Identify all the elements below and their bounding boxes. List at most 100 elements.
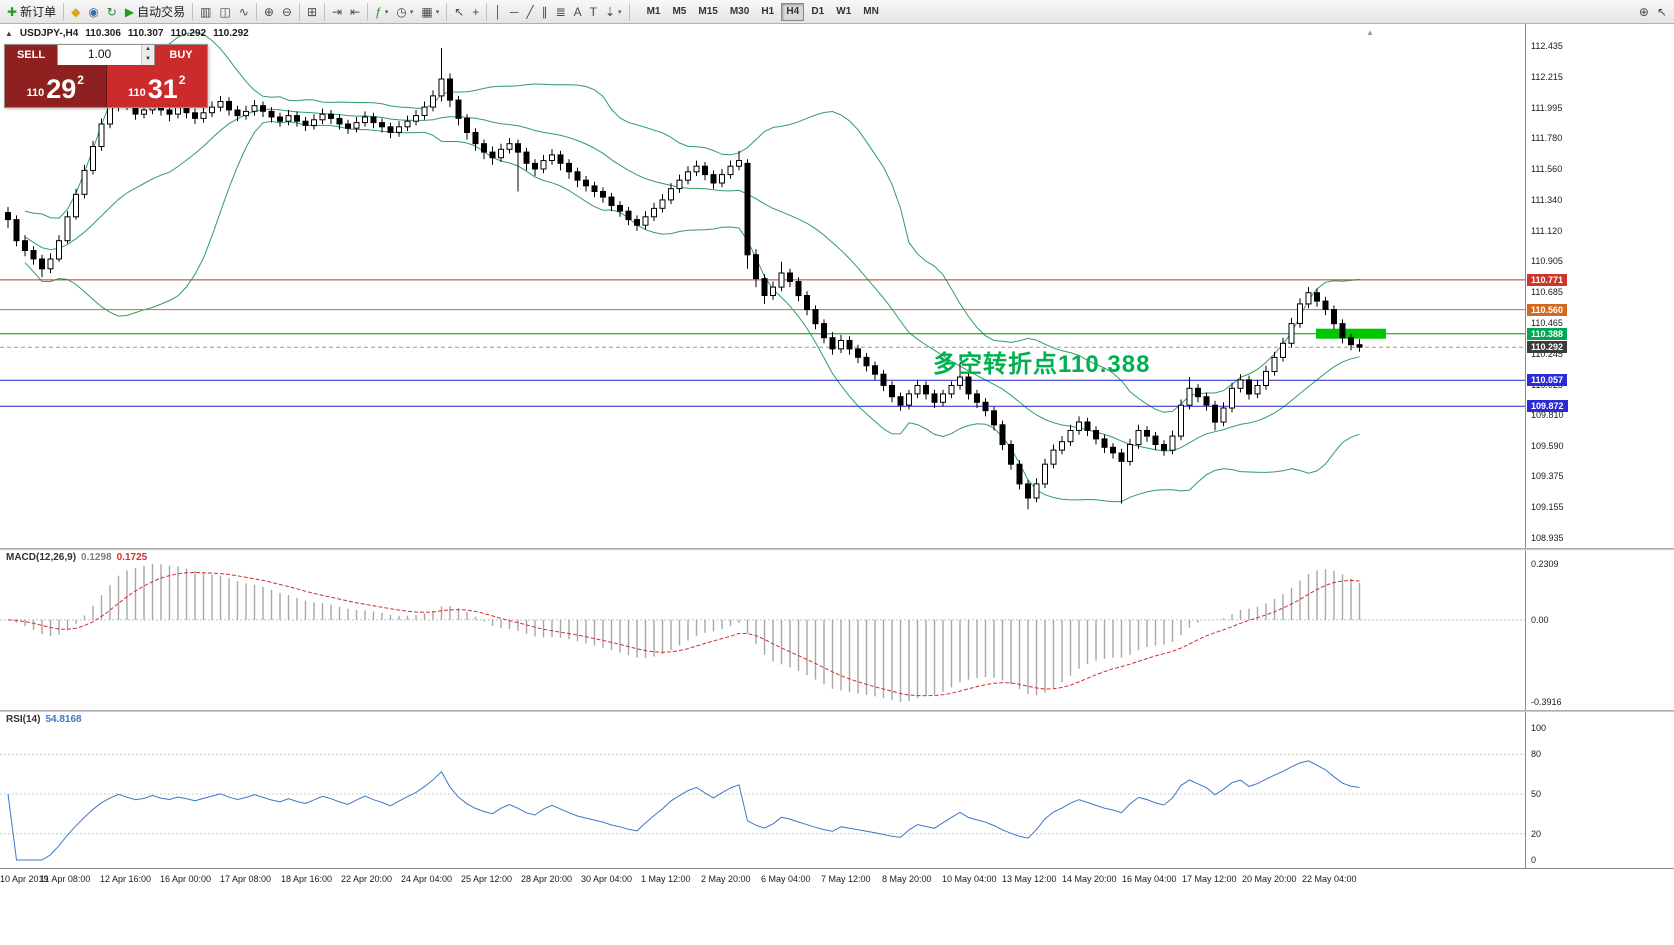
- price-tag-109.872: 109.872: [1527, 400, 1568, 412]
- timeframe-m30-button[interactable]: M30: [725, 3, 754, 21]
- one-click-controls: SELL 1.00 ▲ ▼ BUY: [5, 45, 207, 65]
- horizontal-line-button[interactable]: ─: [506, 2, 523, 22]
- dropdown-caret-icon: ▾: [409, 8, 414, 16]
- main-chart-canvas[interactable]: [0, 24, 1525, 548]
- auto-scroll-icon: ⇥: [332, 4, 343, 19]
- price-axis-tick: 109.590: [1531, 441, 1564, 451]
- price-axis[interactable]: 112.435 112.215 111.995 111.780 111.560 111.3…: [1526, 24, 1674, 868]
- price-tag-110.560: 110.560: [1527, 304, 1568, 316]
- price-axis-tick: 110.685: [1531, 287, 1563, 297]
- time-axis-label: 7 May 12:00: [821, 874, 871, 884]
- rsi-axis-label: 80: [1531, 749, 1542, 759]
- text-label-icon: T: [589, 4, 597, 19]
- time-axis-label: 22 Apr 20:00: [341, 874, 393, 884]
- price-axis-separator: [1525, 24, 1526, 868]
- buy-button[interactable]: BUY: [155, 45, 207, 65]
- zoom-out-button[interactable]: ⊖: [278, 2, 296, 22]
- volume-down-button[interactable]: ▼: [142, 55, 154, 65]
- autotrading-button[interactable]: ▶ 自动交易: [121, 2, 189, 22]
- time-axis-label: 13 May 12:00: [1002, 874, 1057, 884]
- macd-value-main: 0.1298: [81, 552, 112, 563]
- favorites-button[interactable]: ◆: [67, 2, 84, 22]
- auto-scroll-button[interactable]: ⇥: [328, 2, 346, 22]
- time-axis-label: 28 Apr 20:00: [521, 874, 573, 884]
- arrows-button[interactable]: ⇣ ▾: [601, 2, 626, 22]
- search-zoom-button[interactable]: ⊕: [1635, 2, 1653, 22]
- buy-price-display[interactable]: 110 31 2: [106, 65, 207, 107]
- candlestick-chart-icon: ◫: [219, 4, 231, 19]
- time-axis-label: 14 May 20:00: [1062, 874, 1117, 884]
- panel-divider-rsi[interactable]: [0, 710, 1674, 712]
- bar-chart-button[interactable]: ▥: [196, 2, 215, 22]
- macd-name: MACD(12,26,9): [6, 552, 77, 563]
- panel-divider-macd[interactable]: [0, 548, 1674, 550]
- time-axis-label: 20 May 20:00: [1242, 874, 1297, 884]
- sell-price-display[interactable]: 110 29 2: [5, 65, 107, 107]
- timeframe-mn-button[interactable]: MN: [858, 3, 884, 21]
- volume-input[interactable]: 1.00: [87, 47, 112, 61]
- fibonacci-button[interactable]: ≣: [552, 2, 570, 22]
- price-axis-tick: 111.120: [1531, 226, 1563, 236]
- buy-price-big: 31: [147, 74, 178, 104]
- indicators-button[interactable]: ƒ ▾: [371, 2, 392, 22]
- buy-price-prefix: 110: [128, 87, 146, 99]
- time-axis[interactable]: 10 Apr 2019 11 Apr 08:00 12 Apr 16:00 16 Ap…: [0, 868, 1674, 890]
- one-click-trading-panel: SELL 1.00 ▲ ▼ BUY 110 29 2 110: [4, 44, 208, 108]
- timeframe-h1-button[interactable]: H1: [756, 3, 779, 21]
- text-button[interactable]: A: [570, 2, 586, 22]
- timeframe-toolbar: M1 M5 M15 M30 H1 H4 D1 W1 MN: [641, 2, 885, 21]
- toolbar-separator: [367, 2, 369, 21]
- volume-steppers: ▲ ▼: [141, 45, 154, 65]
- new-order-button[interactable]: ✚ 新订单: [3, 2, 60, 22]
- timeframe-m5-button[interactable]: M5: [667, 3, 691, 21]
- market-watch-button[interactable]: ◉: [84, 2, 102, 22]
- vertical-line-button[interactable]: │: [490, 2, 506, 22]
- fibonacci-icon: ≣: [555, 4, 566, 19]
- rsi-line: [7, 760, 1360, 861]
- timeframe-m15-button[interactable]: M15: [693, 3, 722, 21]
- periods-button[interactable]: ◷ ▾: [392, 2, 417, 22]
- toolbar-separator: [255, 2, 257, 21]
- symbol-title: USDJPY-,H4: [19, 28, 79, 39]
- rsi-panel-canvas[interactable]: [0, 712, 1525, 868]
- time-axis-label: 17 May 12:00: [1182, 874, 1237, 884]
- sell-button[interactable]: SELL: [5, 45, 57, 65]
- timeframe-d1-button[interactable]: D1: [806, 3, 829, 21]
- timeframe-m1-button[interactable]: M1: [642, 3, 666, 21]
- macd-axis-label: -0.3916: [1531, 697, 1562, 707]
- tile-windows-button[interactable]: ⊞: [303, 2, 321, 22]
- macd-signal-line: [7, 571, 1360, 697]
- market-watch-icon: ◉: [88, 4, 99, 19]
- line-chart-button[interactable]: ∿: [235, 2, 253, 22]
- toolbar-right-buttons: ⊕ ↖: [1635, 2, 1671, 22]
- channel-icon: ∥: [541, 4, 548, 19]
- text-label-button[interactable]: T: [586, 2, 601, 22]
- macd-indicator-label: MACD(12,26,9) 0.1298 0.1725: [6, 552, 147, 563]
- channel-button[interactable]: ∥: [538, 2, 552, 22]
- chart-shift-icon: ⇤: [350, 4, 361, 19]
- toolbar-separator: [298, 2, 300, 21]
- crosshair-button[interactable]: +: [468, 2, 483, 22]
- trendline-button[interactable]: ╱: [522, 2, 537, 22]
- dropdown-caret-icon: ▾: [618, 8, 622, 16]
- volume-up-button[interactable]: ▲: [142, 45, 154, 55]
- macd-panel-canvas[interactable]: [0, 550, 1525, 710]
- time-axis-label: 30 Apr 04:00: [581, 874, 633, 884]
- zoom-in-button[interactable]: ⊕: [260, 2, 278, 22]
- timeframe-w1-button[interactable]: W1: [831, 3, 856, 21]
- refresh-button[interactable]: ↻: [103, 2, 121, 22]
- ohlc-low: 110.292: [170, 28, 207, 39]
- timeframe-h4-button[interactable]: H4: [781, 2, 805, 21]
- price-axis-tick: 112.435: [1531, 41, 1563, 51]
- cursor-help-button[interactable]: ↖: [1653, 2, 1671, 22]
- templates-button[interactable]: ▦ ▾: [417, 2, 443, 22]
- chart-shift-button[interactable]: ⇤: [346, 2, 364, 22]
- buy-price-pip: 2: [178, 73, 186, 87]
- cursor-button[interactable]: ↖: [450, 2, 468, 22]
- time-axis-label: 11 Apr 08:00: [40, 874, 91, 884]
- candlestick-chart-button[interactable]: ◫: [215, 2, 234, 22]
- one-click-toggle[interactable]: ▲: [5, 29, 13, 38]
- bar-chart-icon: ▥: [200, 4, 212, 19]
- chart-annotation[interactable]: 多空转折点110.388: [933, 351, 1151, 378]
- price-axis-tick: 109.375: [1531, 471, 1564, 481]
